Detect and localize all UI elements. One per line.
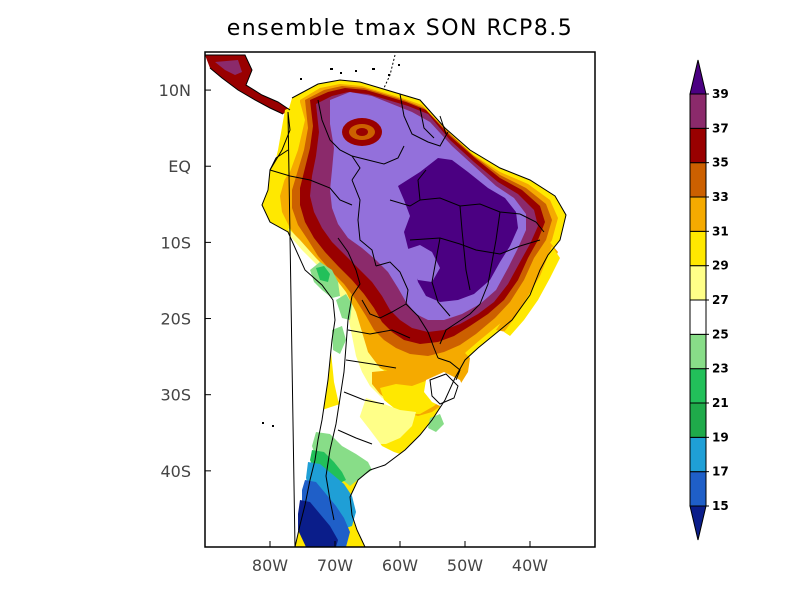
colorbar-box (689, 333, 707, 370)
lat-tick-label: 10S (160, 233, 191, 252)
colorbar-label: 19 (712, 430, 729, 444)
atacama-green2 (336, 294, 352, 320)
colorbar-label: 33 (712, 190, 729, 204)
islands (262, 64, 400, 427)
brazil-states-4 (479, 211, 501, 305)
border-suriname (419, 107, 447, 139)
brazil-states-8 (389, 169, 427, 207)
lon-tick-label: 70W (317, 556, 353, 575)
colorbar-box (689, 265, 707, 301)
brazil-states-6 (439, 303, 481, 345)
brazil-states-7 (499, 213, 545, 255)
border-ecuador (269, 149, 289, 171)
colorbar-label: 29 (712, 259, 729, 273)
border-bolivia-paraguay (361, 299, 407, 319)
brazil-states-5 (431, 237, 451, 317)
colorbar-label: 23 (712, 362, 729, 376)
atacama-darkgreen (316, 266, 330, 282)
colorbar-box (689, 368, 707, 404)
temperature-field (205, 55, 566, 547)
colorbar-label: 25 (712, 327, 729, 341)
colorbar-over-triangle (689, 59, 707, 95)
lat-tick-label: 30S (160, 386, 191, 405)
border-venezuela-brazil (351, 145, 405, 165)
patagonia-darkblue (298, 500, 338, 547)
border-chile-argentina (325, 295, 353, 521)
colorbar-label: 37 (712, 121, 729, 135)
lon-tick-label: 60W (382, 556, 418, 575)
border-colombia-peru (269, 169, 353, 206)
caribbean-dashed-line (383, 54, 396, 89)
patagonia-green (312, 432, 372, 486)
colorbar-box (689, 402, 707, 438)
colorbar-label: 17 (712, 465, 729, 479)
colorbar-label: 21 (712, 396, 729, 410)
colorbar-label: 27 (712, 293, 729, 307)
lat-tick-label: EQ (168, 157, 191, 176)
lon-tick-label: 50W (447, 556, 483, 575)
colorbar-box (689, 93, 707, 129)
map-title: ensemble tmax SON RCP8.5 (226, 16, 574, 41)
colorbar-box (689, 471, 707, 507)
border-guyana (399, 93, 449, 147)
brazil-states-3 (459, 205, 471, 291)
colorbar-box (689, 127, 707, 164)
colorbar-box (689, 196, 707, 232)
brazil-coast-orange (496, 240, 558, 332)
colorbar-under-triangle (689, 505, 707, 541)
band-39-inner (405, 245, 440, 282)
colorbar-label: 31 (712, 224, 729, 238)
atacama-green3 (332, 326, 346, 354)
border-argentina-brazil (437, 357, 461, 381)
lat-tick-label: 40S (160, 462, 191, 481)
border-peru-bolivia (337, 237, 361, 297)
argentina-provinces (337, 329, 411, 445)
central-america-purple (215, 60, 242, 75)
lat-tick-label: 20S (160, 310, 191, 329)
lon-tick-label: 40W (512, 556, 548, 575)
latitude-axis: 10N EQ 10S 20S 30S 40S (159, 81, 211, 481)
border-peru-brazil (351, 179, 377, 267)
colorbar-box (689, 436, 707, 473)
colorbar-box (689, 230, 707, 267)
pampas-lightyellow (358, 398, 416, 444)
colorbar-label: 39 (712, 87, 729, 101)
uruguay-green (428, 414, 444, 432)
longitude-axis: 80W 70W 60W 50W 40W (252, 541, 548, 575)
brazil-states-1 (419, 197, 521, 215)
border-paraguay-brazil (405, 303, 439, 359)
map-plot-area (205, 54, 567, 547)
hot-spot-venezuela-inner (356, 128, 368, 136)
colorbar: 15 17 19 21 23 25 27 29 31 33 35 37 39 (689, 59, 729, 541)
lat-tick-label: 10N (159, 81, 191, 100)
colorbar-box (689, 162, 707, 198)
country-borders (205, 54, 567, 547)
border-uruguay (429, 373, 459, 405)
border-bolivia-brazil (375, 261, 409, 305)
lon-tick-label: 80W (252, 556, 288, 575)
colorbar-label: 15 (712, 499, 729, 513)
patagonia-darkgreen (310, 450, 346, 484)
patagonia-cyan (306, 462, 356, 530)
colorbar-label: 35 (712, 156, 729, 170)
central-america-coastline (205, 54, 291, 115)
border-colombia-venezuela (317, 99, 361, 181)
brazil-states-2 (409, 237, 501, 255)
colorbar-box (689, 299, 707, 335)
